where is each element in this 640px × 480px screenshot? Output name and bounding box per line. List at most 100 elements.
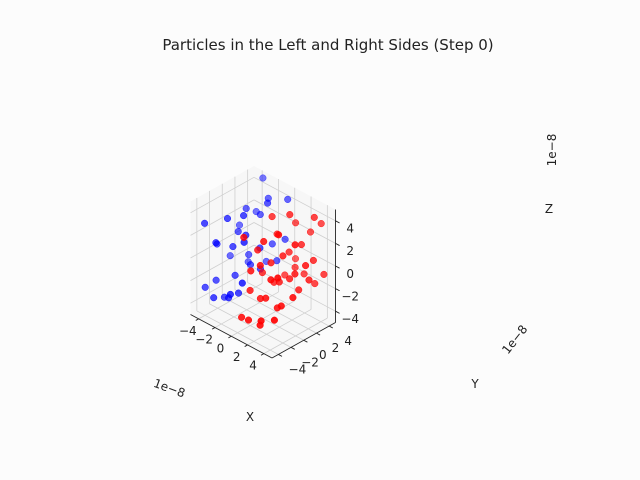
right-particle-point [279, 252, 287, 260]
right-particle-point [320, 270, 328, 278]
left-particle-point [264, 199, 272, 207]
right-particle-point [286, 211, 294, 219]
left-particle-point [212, 239, 220, 247]
grid-line [190, 199, 255, 236]
z-tick-label: −2 [341, 289, 359, 303]
right-particle-point [309, 256, 317, 264]
left-particle-point [242, 204, 250, 213]
grid-line [253, 267, 336, 312]
right-particle-point [268, 213, 276, 221]
z-tick-mark [335, 243, 340, 246]
right-particle-point [238, 313, 246, 321]
left-particle-point [256, 210, 264, 219]
right-particle-point [274, 274, 282, 282]
right-particle-point [291, 241, 299, 249]
right-particle-point [258, 269, 266, 277]
left-particle-point [201, 283, 209, 291]
y-axis-label: Y [470, 377, 479, 391]
left-particle-point [234, 228, 242, 236]
left-particle-point [259, 174, 267, 182]
right-particle-point [285, 248, 293, 256]
grid-line [196, 310, 279, 355]
right-particle-point [254, 246, 262, 254]
right-particle-point [300, 270, 308, 278]
right-particle-point [262, 294, 270, 302]
grid-line [253, 176, 336, 222]
z-tick-label: 4 [346, 222, 354, 236]
left-particle-point [238, 279, 246, 287]
left-particle-point [234, 289, 243, 297]
left-particle-point [284, 195, 292, 203]
z-tick-label: −4 [341, 312, 359, 326]
right-particle-point [240, 233, 248, 241]
grid-line [190, 244, 255, 281]
grid-line [190, 267, 255, 304]
left-particle-point [226, 290, 234, 298]
y-tick-mark [290, 346, 295, 350]
right-particle-point [292, 219, 300, 227]
right-particle-point [267, 276, 275, 284]
y-tick-mark [316, 332, 321, 336]
right-particle-point [295, 286, 303, 294]
left-particle-point [268, 240, 276, 248]
z-tick-mark [335, 220, 340, 224]
x-tick-mark [195, 318, 199, 321]
z-tick-mark [335, 265, 340, 269]
right-particle-point [270, 316, 278, 324]
right-particle-point [291, 270, 299, 278]
right-particle-point [291, 263, 299, 271]
grid-line [190, 222, 255, 259]
left-particle-point [281, 235, 289, 243]
right-particle-point [260, 237, 268, 246]
left-particle-point [223, 214, 232, 223]
y-tick-mark [303, 339, 308, 343]
z-tick-mark [335, 288, 340, 292]
left-particle-point [212, 276, 220, 284]
grid-line [247, 282, 330, 327]
left-particle-point [245, 251, 253, 259]
chart-title: Particles in the Left and Right Sides (S… [162, 36, 493, 54]
left-particle-point [210, 294, 218, 302]
x-tick-label: 0 [217, 341, 225, 355]
y-tick-label: −4 [289, 362, 307, 376]
x-tick-mark [211, 327, 216, 330]
right-particle-point [306, 228, 315, 236]
right-particle-point [311, 280, 319, 288]
right-particle-point [302, 262, 310, 270]
right-particle-point [305, 276, 313, 284]
grid-line [209, 303, 292, 348]
right-particle-point [275, 231, 283, 239]
x-tick-label: −2 [195, 333, 213, 347]
x-tick-mark [244, 344, 248, 347]
right-particle-point [267, 259, 275, 267]
left-particle-point [201, 219, 209, 227]
x-tick-mark [228, 335, 232, 339]
left-particle-point [240, 212, 248, 220]
y-tick-mark [278, 354, 283, 357]
x-tick-label: 4 [249, 359, 257, 373]
z-axis-label: Z [545, 202, 553, 216]
right-particle-point [257, 317, 265, 325]
right-particle-point [244, 316, 253, 324]
right-particle-point [310, 213, 318, 221]
y-tick-label: 4 [344, 334, 352, 348]
left-particle-point [246, 261, 255, 269]
right-particle-point [256, 261, 264, 270]
grid-line [190, 176, 255, 214]
x-offset-text: 1e−8 [152, 376, 188, 400]
x-tick-label: −4 [179, 324, 197, 338]
grid-line [234, 289, 317, 334]
y-tick-label: −2 [301, 355, 319, 369]
right-particle-point [277, 302, 285, 310]
y-tick-label: 2 [332, 341, 340, 355]
z-offset-text: 1e−8 [545, 134, 559, 167]
right-particle-point [297, 241, 305, 249]
left-particle-point [235, 221, 244, 229]
x-tick-mark [260, 353, 265, 356]
axis-lines [190, 209, 340, 359]
x-tick-label: 2 [233, 350, 241, 364]
z-tick-label: 0 [346, 267, 354, 281]
